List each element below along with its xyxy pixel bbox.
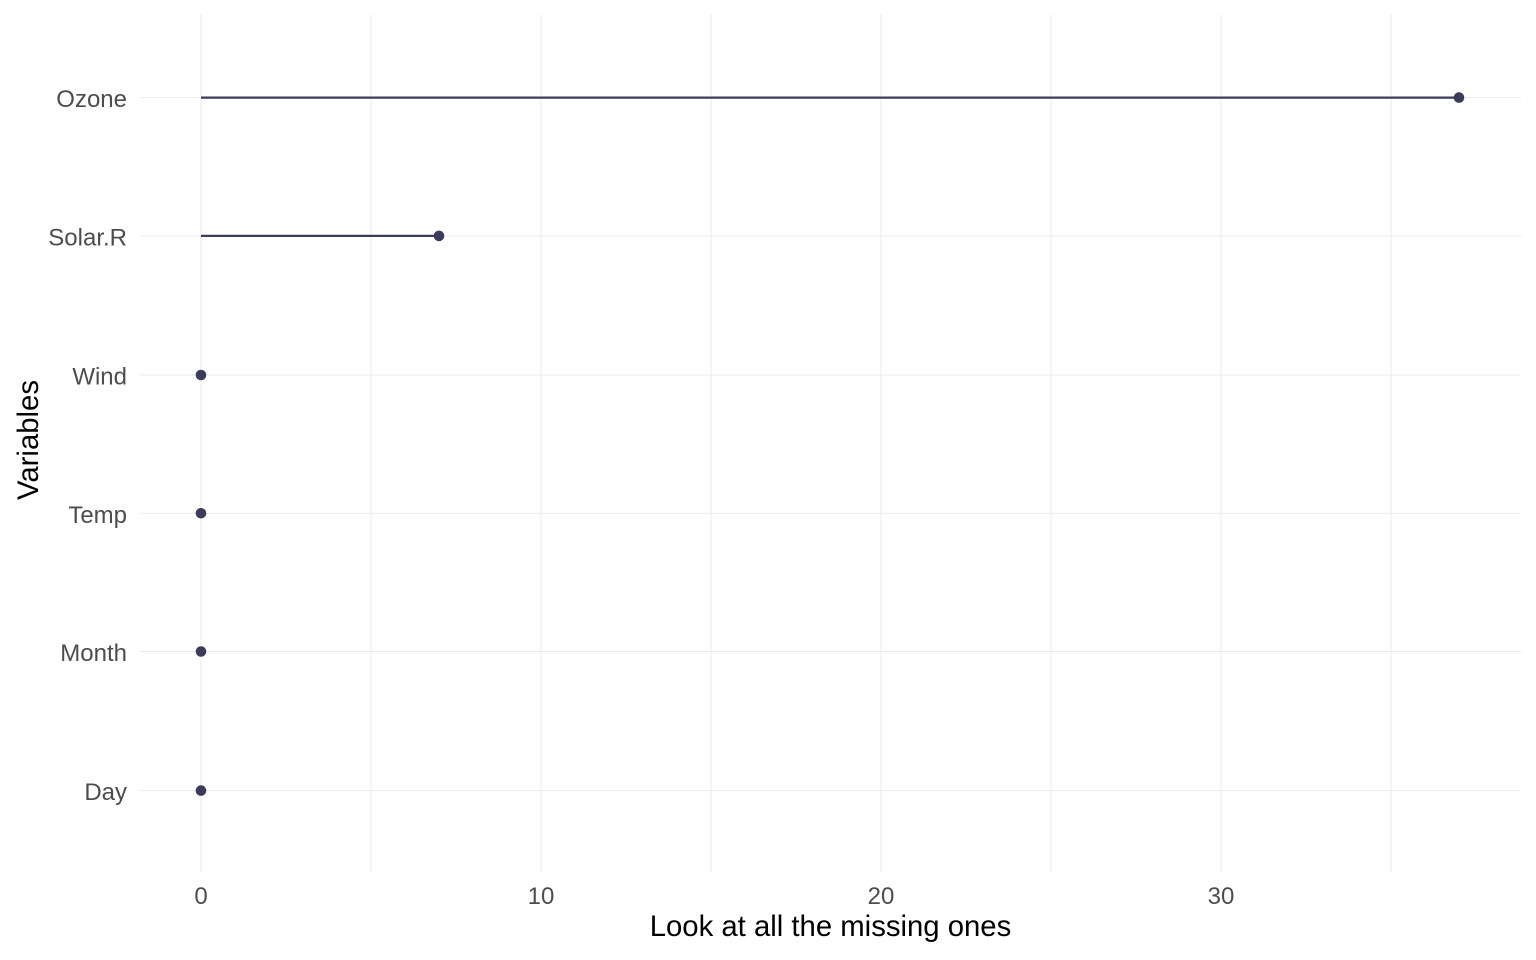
svg-text:Temp: Temp	[68, 502, 127, 529]
svg-text:Variables: Variables	[12, 380, 45, 500]
svg-text:Solar.R: Solar.R	[48, 224, 127, 251]
svg-text:10: 10	[528, 883, 555, 910]
svg-text:Day: Day	[84, 779, 127, 806]
svg-text:Look at all the missing ones: Look at all the missing ones	[650, 910, 1012, 943]
svg-text:30: 30	[1208, 883, 1235, 910]
svg-text:0: 0	[194, 883, 207, 910]
svg-text:Month: Month	[60, 640, 127, 667]
svg-text:20: 20	[868, 883, 895, 910]
svg-text:Ozone: Ozone	[56, 86, 127, 113]
svg-text:Wind: Wind	[72, 364, 127, 391]
